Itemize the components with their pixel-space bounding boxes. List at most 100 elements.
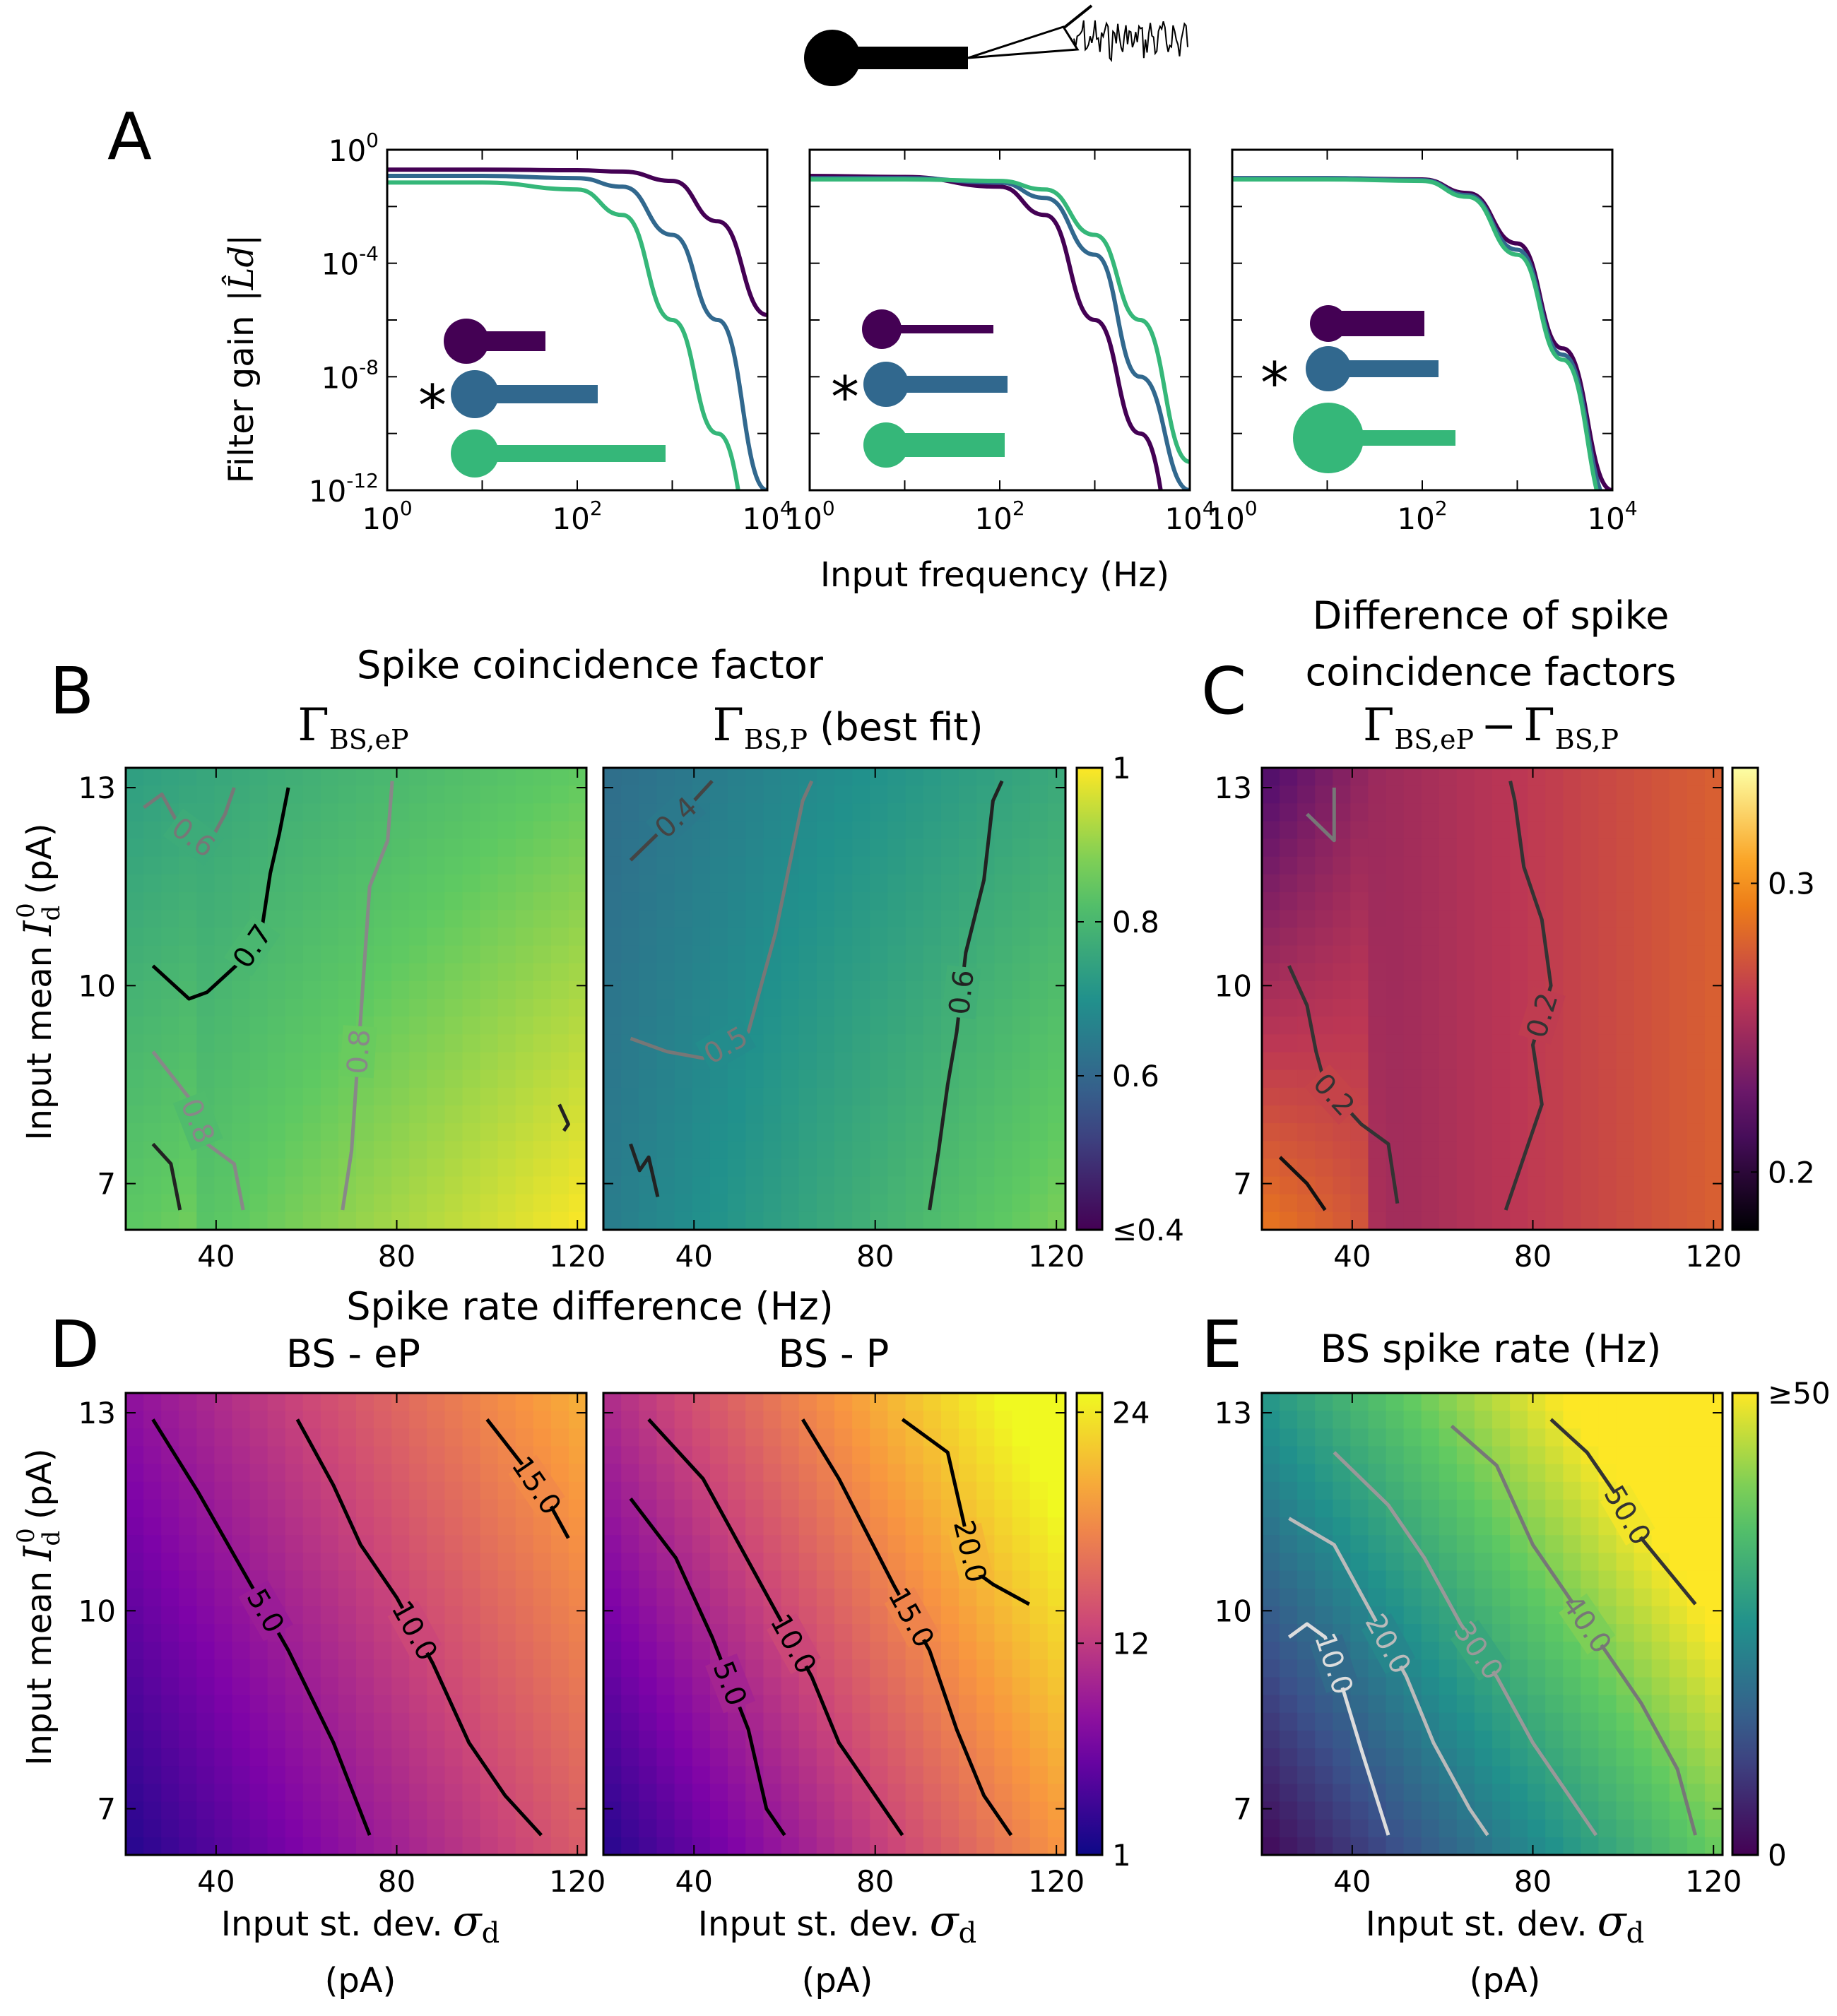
heatmap-cell [267, 963, 286, 982]
heatmap-cell [391, 838, 410, 858]
gain-curve-blue [387, 173, 767, 490]
heatmap-cell [621, 1034, 640, 1053]
heatmap-cell [1687, 1712, 1706, 1731]
heatmap-cell [320, 1606, 339, 1625]
heatmap-cell [1386, 1695, 1405, 1714]
heatmap-cell [126, 1766, 144, 1785]
heatmap-cell [196, 1784, 215, 1803]
heatmap-cell [568, 1411, 587, 1430]
heatmap-cell [480, 892, 499, 911]
heatmap-cell [356, 1123, 374, 1142]
heatmap-cell [763, 1052, 782, 1071]
heatmap-cell [214, 1588, 233, 1607]
heatmap-cell [852, 1211, 871, 1231]
heatmap-cell [444, 999, 463, 1017]
heatmap-cell [1474, 1464, 1493, 1483]
heatmap-cell [923, 821, 942, 840]
heatmap-cell [1368, 1837, 1387, 1856]
heatmap-cell [1262, 1481, 1280, 1500]
heatmap-cell [887, 1553, 906, 1572]
heatmap-cell [1047, 1819, 1066, 1838]
heatmap-cell [533, 821, 552, 840]
heatmap-cell [444, 1553, 463, 1572]
x-tick-label: 40 [197, 1239, 235, 1274]
heatmap-cell [1456, 1176, 1475, 1195]
heatmap-cell [1029, 1034, 1049, 1053]
heatmap-cell [1439, 1499, 1458, 1518]
heatmap-cell [302, 838, 321, 858]
heatmap-cell [603, 1016, 622, 1036]
heatmap-cell [1492, 1211, 1511, 1231]
heatmap-cell [1333, 1016, 1352, 1036]
heatmap-cell [1598, 1194, 1617, 1213]
heatmap-cell [674, 856, 693, 875]
heatmap-cell [1333, 1819, 1352, 1838]
heatmap-cell [976, 1464, 996, 1483]
heatmap-cell [1280, 838, 1298, 858]
heatmap-cell [232, 980, 251, 1000]
heatmap-cell [1669, 1481, 1688, 1500]
heatmap-cell [550, 1588, 569, 1607]
heatmap-cell [179, 1211, 198, 1231]
heatmap-cell [550, 1446, 569, 1465]
heatmap-cell [781, 1499, 800, 1518]
heatmap-cell [427, 1176, 446, 1195]
heatmap-cell [709, 1535, 728, 1554]
heatmap-cell [568, 910, 587, 929]
heatmap-cell [976, 1158, 996, 1178]
heatmap-cell [728, 1194, 747, 1213]
heatmap-cell [427, 1588, 446, 1607]
heatmap-cell [834, 892, 853, 911]
heatmap-cell [1012, 1176, 1031, 1195]
heatmap-cell [427, 945, 446, 964]
heatmap-cell [1687, 1624, 1706, 1642]
heatmap-cell [126, 856, 144, 875]
heatmap-cell [338, 803, 357, 822]
heatmap-cell [1386, 874, 1405, 893]
heatmap-cell [994, 1481, 1013, 1500]
heatmap-cell [232, 1087, 251, 1106]
y-tick-label: 10 [78, 1594, 116, 1628]
heatmap-cell [143, 1766, 162, 1785]
heatmap-cell [1315, 1517, 1334, 1536]
heatmap-cell [1563, 980, 1582, 1000]
heatmap-cell [533, 1105, 552, 1124]
heatmap-cell [444, 768, 463, 786]
heatmap-cell [781, 1784, 800, 1803]
heatmap-cell [1439, 1393, 1458, 1411]
heatmap-cell [179, 1730, 198, 1749]
heatmap-cell [834, 1176, 853, 1195]
heatmap-cell [320, 1553, 339, 1572]
heatmap-cell [1403, 1052, 1422, 1071]
heatmap-cell [444, 1624, 463, 1642]
heatmap-cell [816, 1784, 835, 1803]
colorbar-gradient [1732, 1393, 1758, 1855]
heatmap-cell [709, 1087, 728, 1106]
heatmap-cell [1545, 1105, 1564, 1124]
heatmap-cell [639, 768, 658, 786]
heatmap-cell [639, 1535, 658, 1554]
heatmap-cell [1492, 980, 1511, 1000]
heatmap-cell [959, 892, 978, 911]
heatmap-cell [409, 1695, 428, 1714]
heatmap-cell [887, 1176, 906, 1195]
heatmap-cell [603, 1123, 622, 1142]
heatmap-cell [267, 1087, 286, 1106]
heatmap-cell [763, 1016, 782, 1036]
heatmap-cell [214, 1784, 233, 1803]
heatmap-cell [161, 1570, 180, 1589]
heatmap-cell [692, 1517, 711, 1536]
heatmap-cell [994, 1211, 1013, 1231]
heatmap-cell [1421, 1141, 1440, 1160]
heatmap-cell [161, 1712, 180, 1731]
heatmap-cell [1333, 1428, 1352, 1447]
heatmap-cell [1315, 1158, 1334, 1178]
heatmap-cell [533, 1784, 552, 1803]
heatmap-cell [1280, 1553, 1298, 1572]
heatmap-cell [267, 1016, 286, 1036]
heatmap-cell [1704, 1606, 1723, 1625]
heatmap-cell [320, 838, 339, 858]
heatmap-cell [427, 1194, 446, 1213]
heatmap-cell [302, 1748, 321, 1767]
heatmap-cell [480, 1677, 499, 1696]
